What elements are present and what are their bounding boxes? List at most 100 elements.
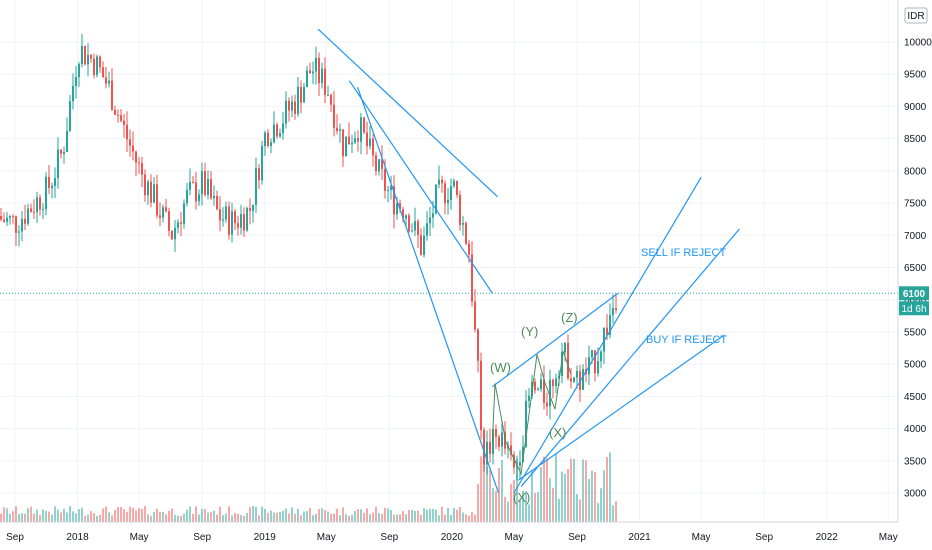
candle-body (450, 186, 452, 200)
candle-body (12, 216, 14, 218)
volume-bar (372, 512, 374, 522)
volume-bar (99, 514, 101, 522)
volume-bar (78, 509, 80, 522)
volume-bar (105, 506, 107, 522)
candle-body (342, 129, 344, 157)
candle-body (375, 155, 377, 172)
candle-body (15, 216, 17, 233)
volume-bars (0, 452, 617, 522)
candle-body (432, 213, 434, 218)
candle-body (582, 369, 584, 390)
candle-body (402, 209, 404, 219)
candle-body (444, 183, 446, 204)
y-tick-label: 4000 (904, 424, 927, 435)
candle-body (495, 429, 497, 437)
volume-bar (60, 512, 62, 522)
volume-bar (15, 506, 17, 522)
volume-bar (81, 507, 83, 522)
candle-body (435, 184, 437, 214)
candle-body (438, 179, 440, 185)
candle-body (441, 179, 443, 184)
candle-body (480, 360, 482, 431)
candle-body (573, 377, 575, 382)
volume-bar (402, 511, 404, 522)
volume-bar (429, 508, 431, 522)
volume-bar (108, 512, 110, 522)
volume-bar (189, 506, 191, 522)
volume-bar (3, 507, 5, 522)
volume-bar (405, 514, 407, 522)
candle-body (282, 123, 284, 134)
volume-bar (483, 462, 485, 522)
candle-body (288, 100, 290, 111)
candle-body (171, 230, 173, 240)
volume-bar (294, 513, 296, 522)
volume-bar (609, 452, 611, 522)
trendline[interactable] (317, 28, 498, 198)
x-tick-label: May (504, 532, 523, 543)
candle-body (405, 215, 407, 219)
volume-bar (450, 515, 452, 522)
time-axis[interactable]: Sep 2018 May Sep 2019 May Sep 2020 May Sep 2021 May… (6, 532, 898, 543)
volume-bar (348, 515, 350, 522)
volume-bar (21, 513, 23, 522)
volume-bar (342, 507, 344, 522)
trendline[interactable] (513, 176, 702, 494)
candle-body (306, 70, 308, 88)
candle-body (30, 208, 32, 212)
candle-body (27, 208, 29, 224)
candle-body (378, 159, 380, 172)
volume-bar (597, 503, 599, 522)
candle-body (516, 465, 518, 468)
candle-body (417, 221, 419, 236)
volume-bar (447, 507, 449, 522)
candle-body (429, 217, 431, 224)
candle-body (264, 132, 266, 147)
candle-body (396, 203, 398, 215)
candle-body (18, 231, 20, 233)
candle-body (348, 136, 350, 145)
candle-body (42, 209, 44, 211)
trendline[interactable] (348, 80, 493, 294)
candle-body (336, 127, 338, 132)
volume-bar (54, 506, 56, 522)
trendline[interactable] (356, 86, 500, 494)
volume-bar (90, 511, 92, 522)
candle-body (501, 432, 503, 447)
volume-bar (72, 511, 74, 522)
currency-badge[interactable]: IDR (904, 7, 928, 24)
y-tick-label: 5500 (904, 327, 927, 338)
candle-body (561, 352, 563, 376)
candle-body (498, 436, 500, 447)
x-tick-label: Sep (6, 532, 24, 543)
candle-body (255, 168, 257, 205)
volume-bar (111, 515, 113, 522)
trendline[interactable] (518, 334, 725, 481)
volume-bar (492, 488, 494, 522)
candle-body (477, 329, 479, 361)
currency-label: IDR (907, 11, 924, 22)
trendline[interactable] (492, 292, 619, 388)
volume-bar (207, 512, 209, 522)
candle-body (423, 235, 425, 255)
candle-body (198, 194, 200, 202)
candle-body (72, 85, 74, 102)
volume-bar (366, 508, 368, 522)
price-axis[interactable]: 3000 3500 4000 4500 5000 5500 6000 6500 7000 7500… (904, 38, 932, 500)
volume-bar (171, 508, 173, 522)
trendline[interactable] (520, 228, 741, 487)
candle-body (213, 195, 215, 199)
y-tick-label: 7500 (904, 199, 927, 210)
volume-bar (468, 515, 470, 522)
volume-bar (300, 515, 302, 522)
volume-bar (498, 468, 500, 522)
candle-body (60, 149, 62, 154)
volume-bar (33, 513, 35, 522)
volume-bar (558, 498, 560, 522)
volume-bar (546, 458, 548, 522)
candle-body (174, 227, 176, 240)
candle-body (123, 120, 125, 125)
countdown-value: 1d 6h (901, 304, 926, 315)
candle-body (357, 138, 359, 142)
